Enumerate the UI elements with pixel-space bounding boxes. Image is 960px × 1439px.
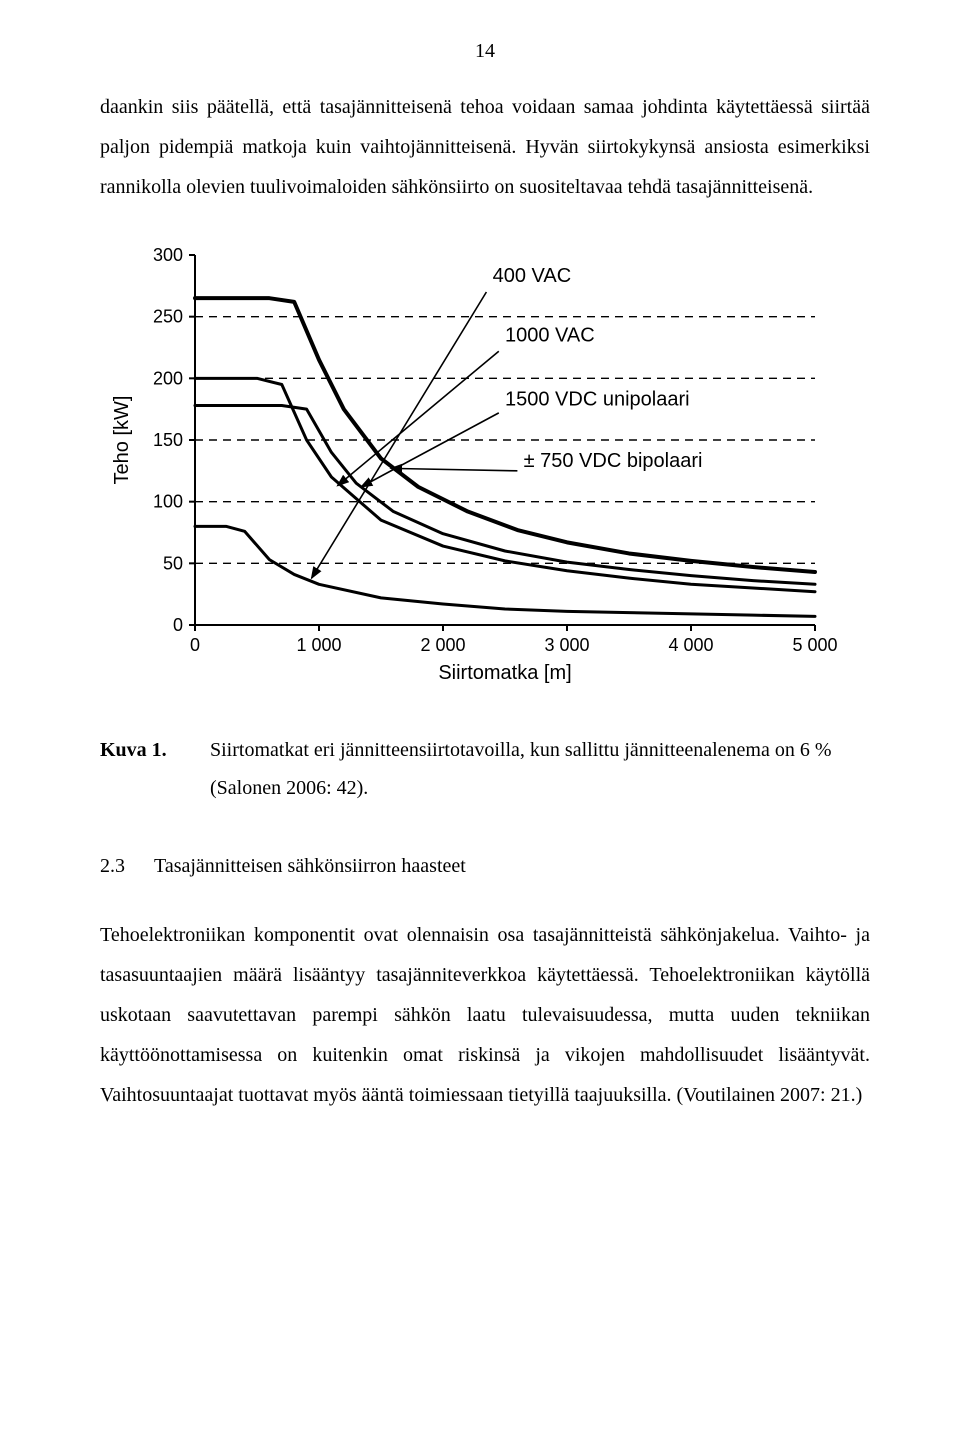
svg-text:3 000: 3 000 bbox=[544, 635, 589, 655]
svg-text:300: 300 bbox=[153, 245, 183, 265]
paragraph-1: daankin siis päätellä, että tasajännitte… bbox=[100, 87, 870, 207]
svg-text:1500 VDC unipolaari: 1500 VDC unipolaari bbox=[505, 388, 690, 410]
svg-text:200: 200 bbox=[153, 368, 183, 388]
svg-text:50: 50 bbox=[163, 553, 183, 573]
svg-text:400 VAC: 400 VAC bbox=[493, 265, 572, 287]
svg-text:0: 0 bbox=[190, 635, 200, 655]
svg-text:Siirtomatka [m]: Siirtomatka [m] bbox=[438, 662, 571, 684]
svg-text:1000 VAC: 1000 VAC bbox=[505, 324, 595, 346]
section-heading: 2.3 Tasajännitteisen sähkönsiirron haast… bbox=[100, 847, 870, 885]
svg-text:100: 100 bbox=[153, 492, 183, 512]
caption-text: Siirtomatkat eri jännitteensiirtotavoill… bbox=[210, 731, 870, 807]
caption-label: Kuva 1. bbox=[100, 731, 210, 807]
svg-text:± 750 VDC bipolaari: ± 750 VDC bipolaari bbox=[524, 450, 703, 472]
svg-text:5 000: 5 000 bbox=[792, 635, 837, 655]
paragraph-2: Tehoelektroniikan komponentit ovat olenn… bbox=[100, 915, 870, 1115]
figure-chart: 0 50 100 150 200 250 300 0 1 000 2 000 3 000 4 000 5… bbox=[100, 235, 870, 695]
svg-text:Teho [kW]: Teho [kW] bbox=[111, 396, 133, 485]
section-title: Tasajännitteisen sähkönsiirron haasteet bbox=[154, 847, 870, 885]
svg-text:1 000: 1 000 bbox=[296, 635, 341, 655]
svg-text:150: 150 bbox=[153, 430, 183, 450]
figure-container: 0 50 100 150 200 250 300 0 1 000 2 000 3 000 4 000 5… bbox=[100, 235, 870, 695]
svg-text:2 000: 2 000 bbox=[420, 635, 465, 655]
svg-text:250: 250 bbox=[153, 307, 183, 327]
figure-caption: Kuva 1. Siirtomatkat eri jännitteensiirt… bbox=[100, 731, 870, 807]
page-number: 14 bbox=[100, 40, 870, 63]
svg-text:4 000: 4 000 bbox=[668, 635, 713, 655]
svg-text:0: 0 bbox=[173, 615, 183, 635]
section-number: 2.3 bbox=[100, 847, 154, 885]
